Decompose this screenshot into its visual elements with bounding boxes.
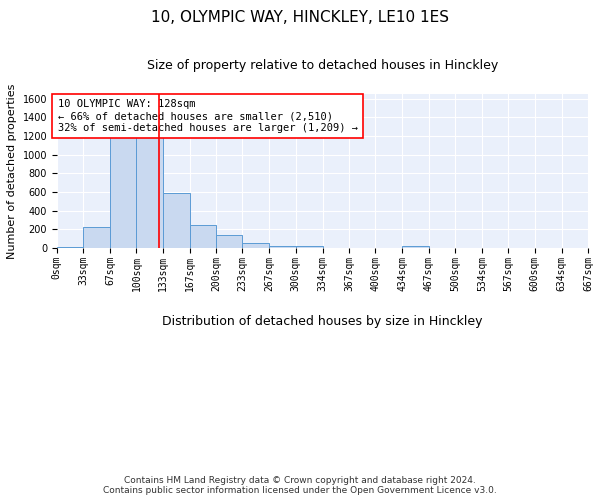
Bar bbox=[242, 242, 269, 248]
Bar bbox=[136, 126, 163, 248]
Bar bbox=[110, 133, 136, 248]
Bar bbox=[216, 235, 242, 248]
Title: Size of property relative to detached houses in Hinckley: Size of property relative to detached ho… bbox=[147, 59, 498, 72]
Text: Distribution of detached houses by size in Hinckley: Distribution of detached houses by size … bbox=[162, 315, 483, 328]
Bar bbox=[83, 228, 110, 248]
Bar bbox=[163, 193, 190, 248]
Text: 10 OLYMPIC WAY: 128sqm
← 66% of detached houses are smaller (2,510)
32% of semi-: 10 OLYMPIC WAY: 128sqm ← 66% of detached… bbox=[58, 100, 358, 132]
Text: Contains HM Land Registry data © Crown copyright and database right 2024.
Contai: Contains HM Land Registry data © Crown c… bbox=[103, 476, 497, 495]
Bar bbox=[269, 246, 296, 248]
Y-axis label: Number of detached properties: Number of detached properties bbox=[7, 83, 17, 258]
Bar bbox=[403, 246, 429, 248]
Bar bbox=[57, 247, 83, 248]
Text: 10, OLYMPIC WAY, HINCKLEY, LE10 1ES: 10, OLYMPIC WAY, HINCKLEY, LE10 1ES bbox=[151, 10, 449, 25]
Bar bbox=[296, 246, 323, 248]
Bar bbox=[190, 226, 216, 248]
